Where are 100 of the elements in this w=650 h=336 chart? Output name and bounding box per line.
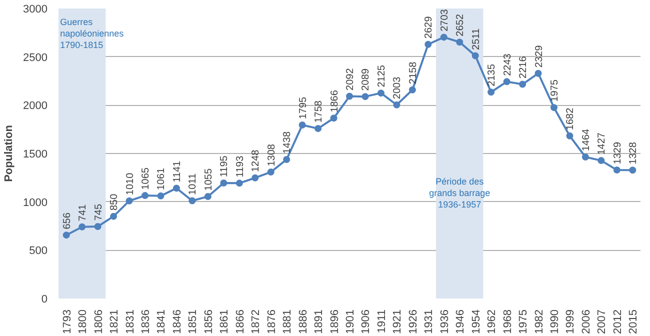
x-tick-label: 1831 bbox=[124, 309, 136, 334]
x-tick-label: 1861 bbox=[218, 309, 231, 334]
data-label: 1866 bbox=[329, 90, 340, 112]
data-label: 2135 bbox=[486, 64, 498, 86]
point bbox=[94, 222, 102, 230]
data-label: 2092 bbox=[345, 68, 356, 90]
x-tick-label: 1851 bbox=[187, 309, 200, 334]
point bbox=[550, 104, 558, 112]
point bbox=[236, 180, 243, 187]
x-tick-label: 1901 bbox=[344, 309, 356, 334]
data-label: 1055 bbox=[203, 168, 214, 191]
data-label: 2003 bbox=[392, 76, 404, 100]
y-tick-label: 500 bbox=[29, 245, 48, 258]
x-tick-label: 1886 bbox=[297, 309, 310, 334]
point bbox=[629, 166, 636, 174]
data-label: 1975 bbox=[549, 79, 560, 102]
x-tick-label: 2007 bbox=[596, 309, 608, 334]
point bbox=[456, 38, 464, 46]
point bbox=[519, 80, 526, 88]
data-label: 1061 bbox=[156, 167, 168, 190]
point bbox=[157, 192, 164, 200]
x-tick-label: 1856 bbox=[202, 309, 215, 334]
point bbox=[110, 212, 118, 220]
band-label: Période des grands barrage 1936-1957 bbox=[429, 176, 490, 210]
data-label: 1328 bbox=[628, 142, 640, 164]
x-tick-label: 1872 bbox=[250, 309, 262, 334]
data-label: 2703 bbox=[439, 8, 450, 32]
point bbox=[377, 90, 384, 97]
point bbox=[330, 114, 338, 122]
x-tick-label: 1921 bbox=[392, 309, 404, 334]
y-tick-label: 3000 bbox=[23, 4, 48, 16]
point bbox=[188, 197, 196, 204]
data-label: 2329 bbox=[534, 44, 545, 68]
data-label: 2243 bbox=[502, 53, 514, 76]
point bbox=[204, 193, 212, 200]
point bbox=[252, 174, 259, 182]
y-tick-label: 1000 bbox=[23, 196, 48, 209]
point bbox=[503, 78, 510, 86]
data-label: 1141 bbox=[172, 160, 183, 182]
x-tick-label: 1896 bbox=[328, 309, 341, 334]
data-label: 1193 bbox=[234, 155, 246, 178]
data-label: 1308 bbox=[266, 144, 278, 166]
point bbox=[283, 156, 290, 163]
x-tick-label: 1931 bbox=[423, 309, 436, 334]
y-tick-label: 2500 bbox=[23, 52, 48, 64]
x-tick-label: 1876 bbox=[266, 309, 278, 334]
x-tick-label: 1990 bbox=[548, 309, 561, 334]
x-tick-label: 1954 bbox=[470, 309, 482, 334]
point bbox=[298, 121, 306, 128]
x-tick-label: 1881 bbox=[282, 309, 294, 334]
data-label: 1195 bbox=[219, 155, 230, 178]
point bbox=[362, 93, 369, 100]
point bbox=[346, 92, 353, 100]
x-tick-label: 2015 bbox=[628, 309, 640, 334]
data-label: 656 bbox=[62, 212, 73, 230]
data-label: 850 bbox=[109, 193, 120, 211]
x-tick-label: 1999 bbox=[564, 309, 577, 334]
data-label: 1682 bbox=[565, 107, 576, 130]
y-tick-label: 2000 bbox=[23, 100, 48, 112]
x-tick-label: 2012 bbox=[612, 309, 624, 334]
point bbox=[534, 70, 542, 77]
x-tick-label: 1906 bbox=[360, 309, 372, 334]
y-tick-label: 0 bbox=[41, 294, 48, 306]
x-tick-label: 1946 bbox=[454, 309, 467, 334]
x-tick-label: 1793 bbox=[61, 309, 74, 334]
point bbox=[220, 179, 228, 186]
data-label: 1065 bbox=[140, 167, 152, 190]
point bbox=[424, 40, 432, 48]
data-label: 1427 bbox=[596, 132, 608, 155]
data-label: 2125 bbox=[376, 64, 388, 88]
point bbox=[566, 132, 574, 140]
x-tick-label: 1846 bbox=[171, 309, 184, 334]
data-label: 1464 bbox=[580, 128, 592, 152]
x-tick-label: 1962 bbox=[486, 309, 498, 334]
x-tick-label: 1800 bbox=[77, 309, 90, 334]
point bbox=[408, 86, 416, 94]
data-label: 2158 bbox=[408, 61, 419, 84]
data-label: 1795 bbox=[298, 96, 309, 120]
data-label: 1010 bbox=[124, 172, 136, 196]
x-tick-label: 1866 bbox=[234, 309, 246, 334]
point bbox=[267, 168, 274, 176]
data-label: 2652 bbox=[455, 14, 466, 36]
point bbox=[488, 88, 495, 96]
data-label: 1438 bbox=[282, 131, 294, 154]
point bbox=[172, 184, 180, 192]
data-label: 2089 bbox=[360, 68, 372, 91]
data-label: 1248 bbox=[250, 149, 262, 172]
point bbox=[126, 197, 133, 204]
band-label: Guerres napoléoniennes 1790-1815 bbox=[60, 17, 124, 50]
point bbox=[314, 125, 322, 132]
x-tick-label: 1891 bbox=[313, 309, 326, 334]
point bbox=[613, 166, 620, 174]
point bbox=[393, 101, 400, 108]
data-label: 1329 bbox=[612, 142, 624, 164]
point bbox=[440, 34, 448, 41]
y-tick-label: 1500 bbox=[23, 148, 48, 160]
x-tick-label: 1968 bbox=[502, 309, 514, 334]
point bbox=[142, 192, 149, 200]
point bbox=[472, 52, 479, 60]
point bbox=[62, 232, 70, 239]
